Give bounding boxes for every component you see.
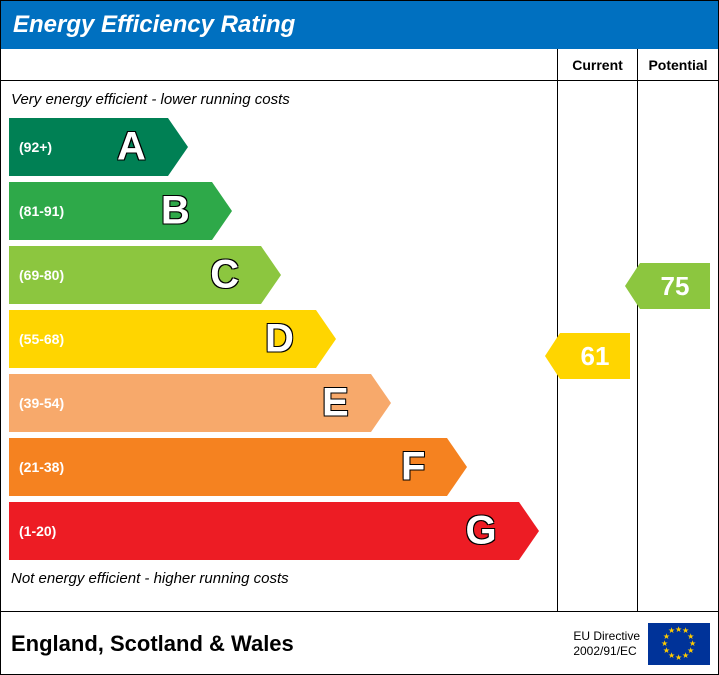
band-range: (1-20) <box>9 523 56 539</box>
header-potential: Potential <box>638 49 718 80</box>
band-letter: D <box>265 317 294 362</box>
band-d: (55-68) D <box>9 310 557 368</box>
band-letter: F <box>401 445 425 490</box>
subtitle-bottom: Not energy efficient - higher running co… <box>1 566 557 591</box>
band-bar: (1-20) G <box>9 502 519 560</box>
band-arrow-icon <box>519 502 539 560</box>
band-letter: A <box>117 125 146 170</box>
bands-area: Very energy efficient - lower running co… <box>1 81 558 611</box>
eu-star-icon: ★ <box>682 651 689 660</box>
band-bar: (55-68) D <box>9 310 316 368</box>
current-rating-badge: 61 <box>560 333 630 379</box>
footer-row: England, Scotland & Wales EU Directive 2… <box>1 611 718 675</box>
band-letter: G <box>466 509 497 554</box>
potential-rating-badge-value: 75 <box>661 271 690 302</box>
current-rating-column: 61 <box>558 81 638 611</box>
band-bar: (21-38) F <box>9 438 447 496</box>
directive-text: EU Directive 2002/91/EC <box>573 629 640 658</box>
band-range: (21-38) <box>9 459 64 475</box>
band-letter: B <box>161 189 190 234</box>
eu-flag-icon: ★★★★★★★★★★★★ <box>648 623 710 665</box>
directive-block: EU Directive 2002/91/EC ★★★★★★★★★★★★ <box>573 623 718 665</box>
band-bar: (81-91) B <box>9 182 212 240</box>
band-f: (21-38) F <box>9 438 557 496</box>
band-a: (92+) A <box>9 118 557 176</box>
band-bar: (39-54) E <box>9 374 371 432</box>
chart-title: Energy Efficiency Rating <box>1 1 718 49</box>
epc-chart: Energy Efficiency Rating Current Potenti… <box>0 0 719 675</box>
band-bar: (69-80) C <box>9 246 261 304</box>
potential-rating-badge: 75 <box>640 263 710 309</box>
bands-container: (92+) A (81-91) B (69-80) C (55-68) D (39-54) E (2… <box>1 118 557 560</box>
band-letter: C <box>210 253 239 298</box>
band-b: (81-91) B <box>9 182 557 240</box>
band-g: (1-20) G <box>9 502 557 560</box>
current-rating-badge-value: 61 <box>581 341 610 372</box>
directive-line1: EU Directive <box>573 629 640 643</box>
body-row: Very energy efficient - lower running co… <box>1 81 718 611</box>
band-letter: E <box>322 381 349 426</box>
band-range: (81-91) <box>9 203 64 219</box>
eu-star-icon: ★ <box>668 626 675 635</box>
band-arrow-icon <box>212 182 232 240</box>
band-range: (92+) <box>9 139 52 155</box>
band-arrow-icon <box>447 438 467 496</box>
header-row: Current Potential <box>1 49 718 81</box>
subtitle-top: Very energy efficient - lower running co… <box>1 87 557 112</box>
band-arrow-icon <box>261 246 281 304</box>
potential-rating-column: 75 <box>638 81 718 611</box>
band-arrow-icon <box>168 118 188 176</box>
band-c: (69-80) C <box>9 246 557 304</box>
region-label: England, Scotland & Wales <box>1 631 573 657</box>
header-current: Current <box>558 49 638 80</box>
header-spacer <box>1 49 558 80</box>
band-arrow-icon <box>316 310 336 368</box>
directive-line2: 2002/91/EC <box>573 644 640 658</box>
eu-star-icon: ★ <box>675 653 682 662</box>
band-arrow-icon <box>371 374 391 432</box>
band-e: (39-54) E <box>9 374 557 432</box>
band-range: (39-54) <box>9 395 64 411</box>
band-range: (69-80) <box>9 267 64 283</box>
band-range: (55-68) <box>9 331 64 347</box>
band-bar: (92+) A <box>9 118 168 176</box>
